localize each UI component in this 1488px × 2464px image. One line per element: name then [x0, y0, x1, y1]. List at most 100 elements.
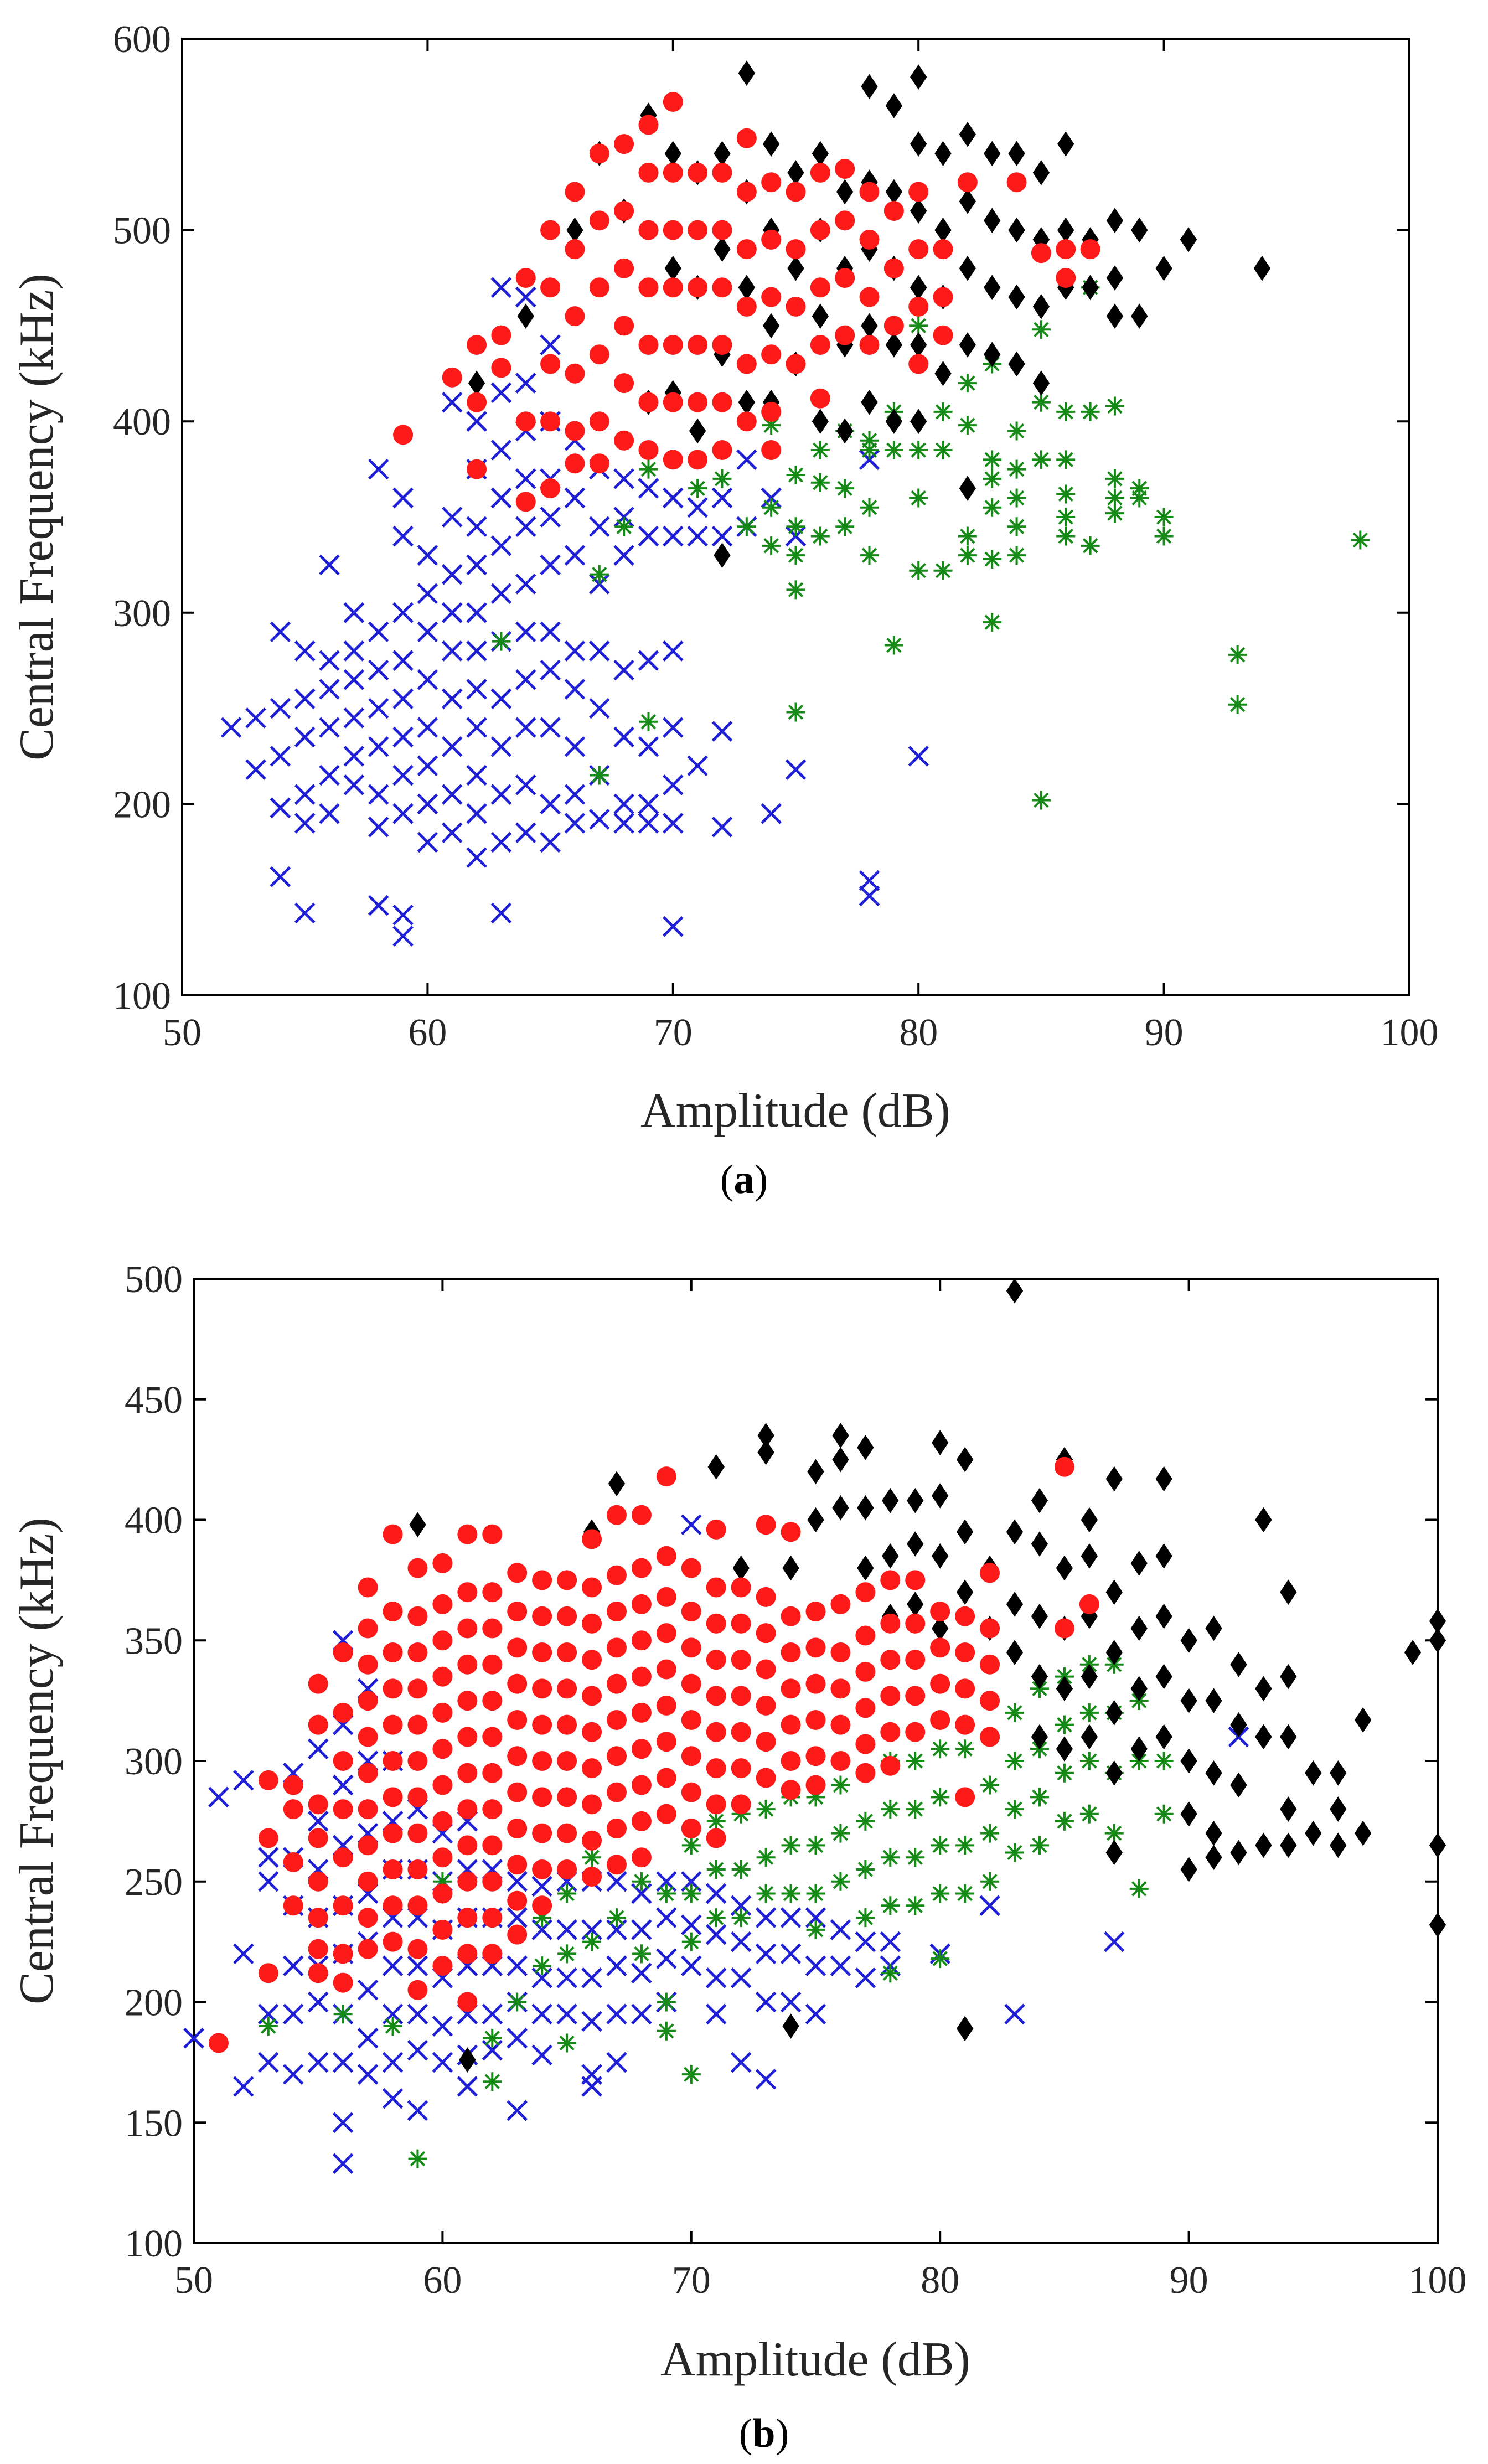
data-point-red-circle [442, 367, 462, 388]
data-point-blue-cross [208, 1786, 229, 1808]
data-point-red-circle [905, 1613, 926, 1634]
data-point-green-star [756, 1800, 776, 1819]
data-point-red-circle [712, 220, 732, 240]
data-point-blue-cross [613, 793, 634, 815]
data-point-black-diamond [882, 1543, 899, 1569]
data-point-red-circle [631, 1847, 652, 1868]
data-point-green-star [958, 526, 977, 546]
series-green-star [492, 278, 1370, 810]
data-point-blue-cross [805, 2003, 826, 2025]
data-point-blue-cross [730, 2052, 752, 2073]
data-point-black-diamond [1032, 160, 1050, 185]
data-point-black-diamond [959, 332, 976, 358]
data-point-red-circle [589, 210, 609, 231]
data-point-red-circle [855, 1698, 876, 1718]
data-point-blue-cross [638, 793, 659, 815]
data-point-red-circle [859, 229, 880, 250]
data-point-black-diamond [857, 1435, 874, 1460]
data-point-blue-cross [556, 2003, 577, 2025]
data-point-red-circle [457, 1727, 478, 1747]
data-point-red-circle [930, 1637, 950, 1658]
data-point-blue-cross [307, 2052, 329, 2073]
data-point-green-star [1031, 791, 1051, 810]
data-point-blue-cross [343, 774, 365, 795]
data-point-red-circle [908, 296, 929, 317]
data-point-red-circle [756, 1768, 776, 1788]
chart-panel-b: 50 60 70 80 90 100 10015020025030035040045050… [10, 1258, 1467, 2456]
data-point-red-circle [663, 162, 683, 183]
data-point-red-circle [880, 1722, 901, 1742]
data-point-blue-cross [417, 831, 438, 853]
data-point-blue-cross [687, 525, 708, 547]
data-point-black-diamond [857, 1555, 874, 1581]
data-point-red-circle [955, 1606, 975, 1626]
data-point-blue-cross [515, 373, 536, 394]
data-point-red-circle [656, 1695, 676, 1716]
data-point-red-circle [756, 1587, 776, 1607]
data-point-red-circle [308, 1871, 328, 1892]
data-point-red-circle [557, 1678, 577, 1699]
data-point-green-star [614, 517, 634, 536]
data-point-red-circle [706, 1577, 726, 1598]
data-point-red-circle [933, 287, 953, 307]
data-point-red-circle [482, 1582, 503, 1603]
data-point-green-star [806, 1836, 825, 1855]
data-point-black-diamond [1031, 1664, 1048, 1690]
data-point-red-circle [859, 182, 880, 202]
data-point-red-circle [805, 1709, 826, 1730]
data-point-black-diamond [1031, 1531, 1048, 1557]
data-point-black-diamond [1230, 1651, 1247, 1677]
data-point-black-diamond [1105, 1760, 1123, 1786]
data-point-black-diamond [885, 332, 903, 358]
data-point-blue-cross [282, 2064, 304, 2085]
data-point-black-diamond [1330, 1796, 1347, 1822]
data-point-red-circle [688, 162, 708, 183]
data-point-black-diamond [1429, 1912, 1446, 1938]
data-point-blue-cross [466, 554, 487, 576]
data-point-green-star [856, 1908, 875, 1928]
data-point-blue-cross [466, 803, 487, 824]
data-point-red-circle [656, 1732, 676, 1752]
data-point-red-circle [482, 1618, 503, 1639]
data-point-red-circle [557, 1859, 577, 1879]
data-point-red-circle [855, 1734, 876, 1754]
data-point-blue-cross [233, 2076, 254, 2097]
data-point-red-circle [432, 1883, 453, 1904]
data-point-black-diamond [956, 1579, 974, 1605]
data-point-red-circle [383, 1524, 403, 1544]
data-point-black-diamond [836, 179, 854, 205]
data-point-blue-cross [282, 1955, 304, 1976]
data-point-green-star [1005, 1752, 1025, 1770]
data-point-black-diamond [882, 1487, 899, 1513]
data-point-green-star [1056, 450, 1076, 469]
data-point-black-diamond [664, 141, 682, 167]
data-point-red-circle [532, 1895, 552, 1916]
data-point-black-diamond [1330, 1760, 1347, 1786]
data-point-red-circle [761, 344, 782, 365]
data-point-blue-cross [490, 784, 512, 805]
data-point-blue-cross [613, 813, 634, 834]
data-point-green-star [980, 1872, 1000, 1891]
data-point-red-circle [582, 1830, 602, 1851]
data-point-green-star [762, 536, 781, 555]
data-point-green-star [681, 1932, 701, 1951]
data-point-blue-cross [294, 902, 316, 924]
data-point-red-circle [905, 1570, 926, 1590]
data-point-red-circle [532, 1859, 552, 1879]
data-point-red-circle [507, 1563, 528, 1583]
data-point-blue-cross [357, 1979, 379, 2001]
data-point-blue-cross [490, 736, 512, 757]
data-point-green-star [731, 1859, 751, 1879]
data-point-green-star [756, 1884, 776, 1903]
data-point-red-circle [308, 1714, 328, 1735]
data-point-green-star [1056, 526, 1076, 546]
data-point-blue-cross [711, 525, 733, 547]
data-point-green-star [786, 465, 805, 484]
data-point-red-circle [781, 1522, 801, 1542]
data-point-black-diamond [707, 1454, 725, 1480]
data-point-blue-cross [736, 449, 757, 471]
data-point-red-circle [756, 1732, 776, 1752]
data-point-blue-cross [780, 1943, 802, 1965]
panel-caption: (b) [739, 2411, 789, 2456]
data-point-red-circle [1056, 268, 1076, 288]
